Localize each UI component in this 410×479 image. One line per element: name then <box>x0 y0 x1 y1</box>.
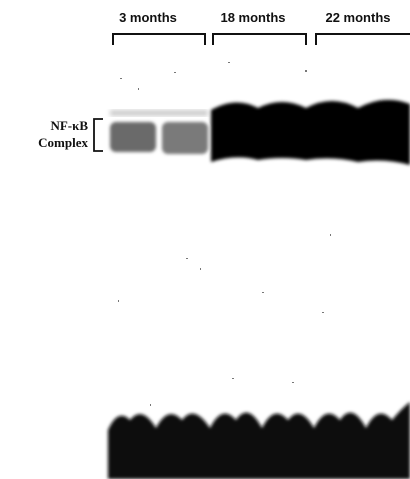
speck <box>330 234 331 236</box>
speck <box>118 300 119 302</box>
speck <box>262 292 264 293</box>
bracket <box>112 33 206 45</box>
speck <box>174 72 176 73</box>
speck <box>150 404 151 406</box>
band <box>162 122 208 154</box>
speck <box>322 312 324 313</box>
lane-label: 22 months <box>325 10 390 25</box>
speck <box>305 70 307 72</box>
free-probe <box>108 402 410 479</box>
speck <box>292 382 294 383</box>
band <box>110 122 156 152</box>
speck <box>228 62 230 63</box>
smear <box>110 110 208 116</box>
speckle <box>118 62 382 406</box>
side-label: Complex <box>38 135 88 150</box>
speck <box>380 100 382 101</box>
speck <box>200 268 201 270</box>
lane-brackets <box>112 33 410 45</box>
speck <box>120 78 122 79</box>
side-label: NF-κB <box>50 118 88 133</box>
speck <box>138 88 139 90</box>
bracket <box>315 33 410 45</box>
speck <box>186 258 188 259</box>
lane-label: 18 months <box>220 10 285 25</box>
bands <box>110 99 410 165</box>
bracket <box>212 33 307 45</box>
speck <box>232 378 234 379</box>
side-bracket <box>93 118 103 152</box>
lane-label: 3 months <box>119 10 177 25</box>
band <box>211 99 410 165</box>
